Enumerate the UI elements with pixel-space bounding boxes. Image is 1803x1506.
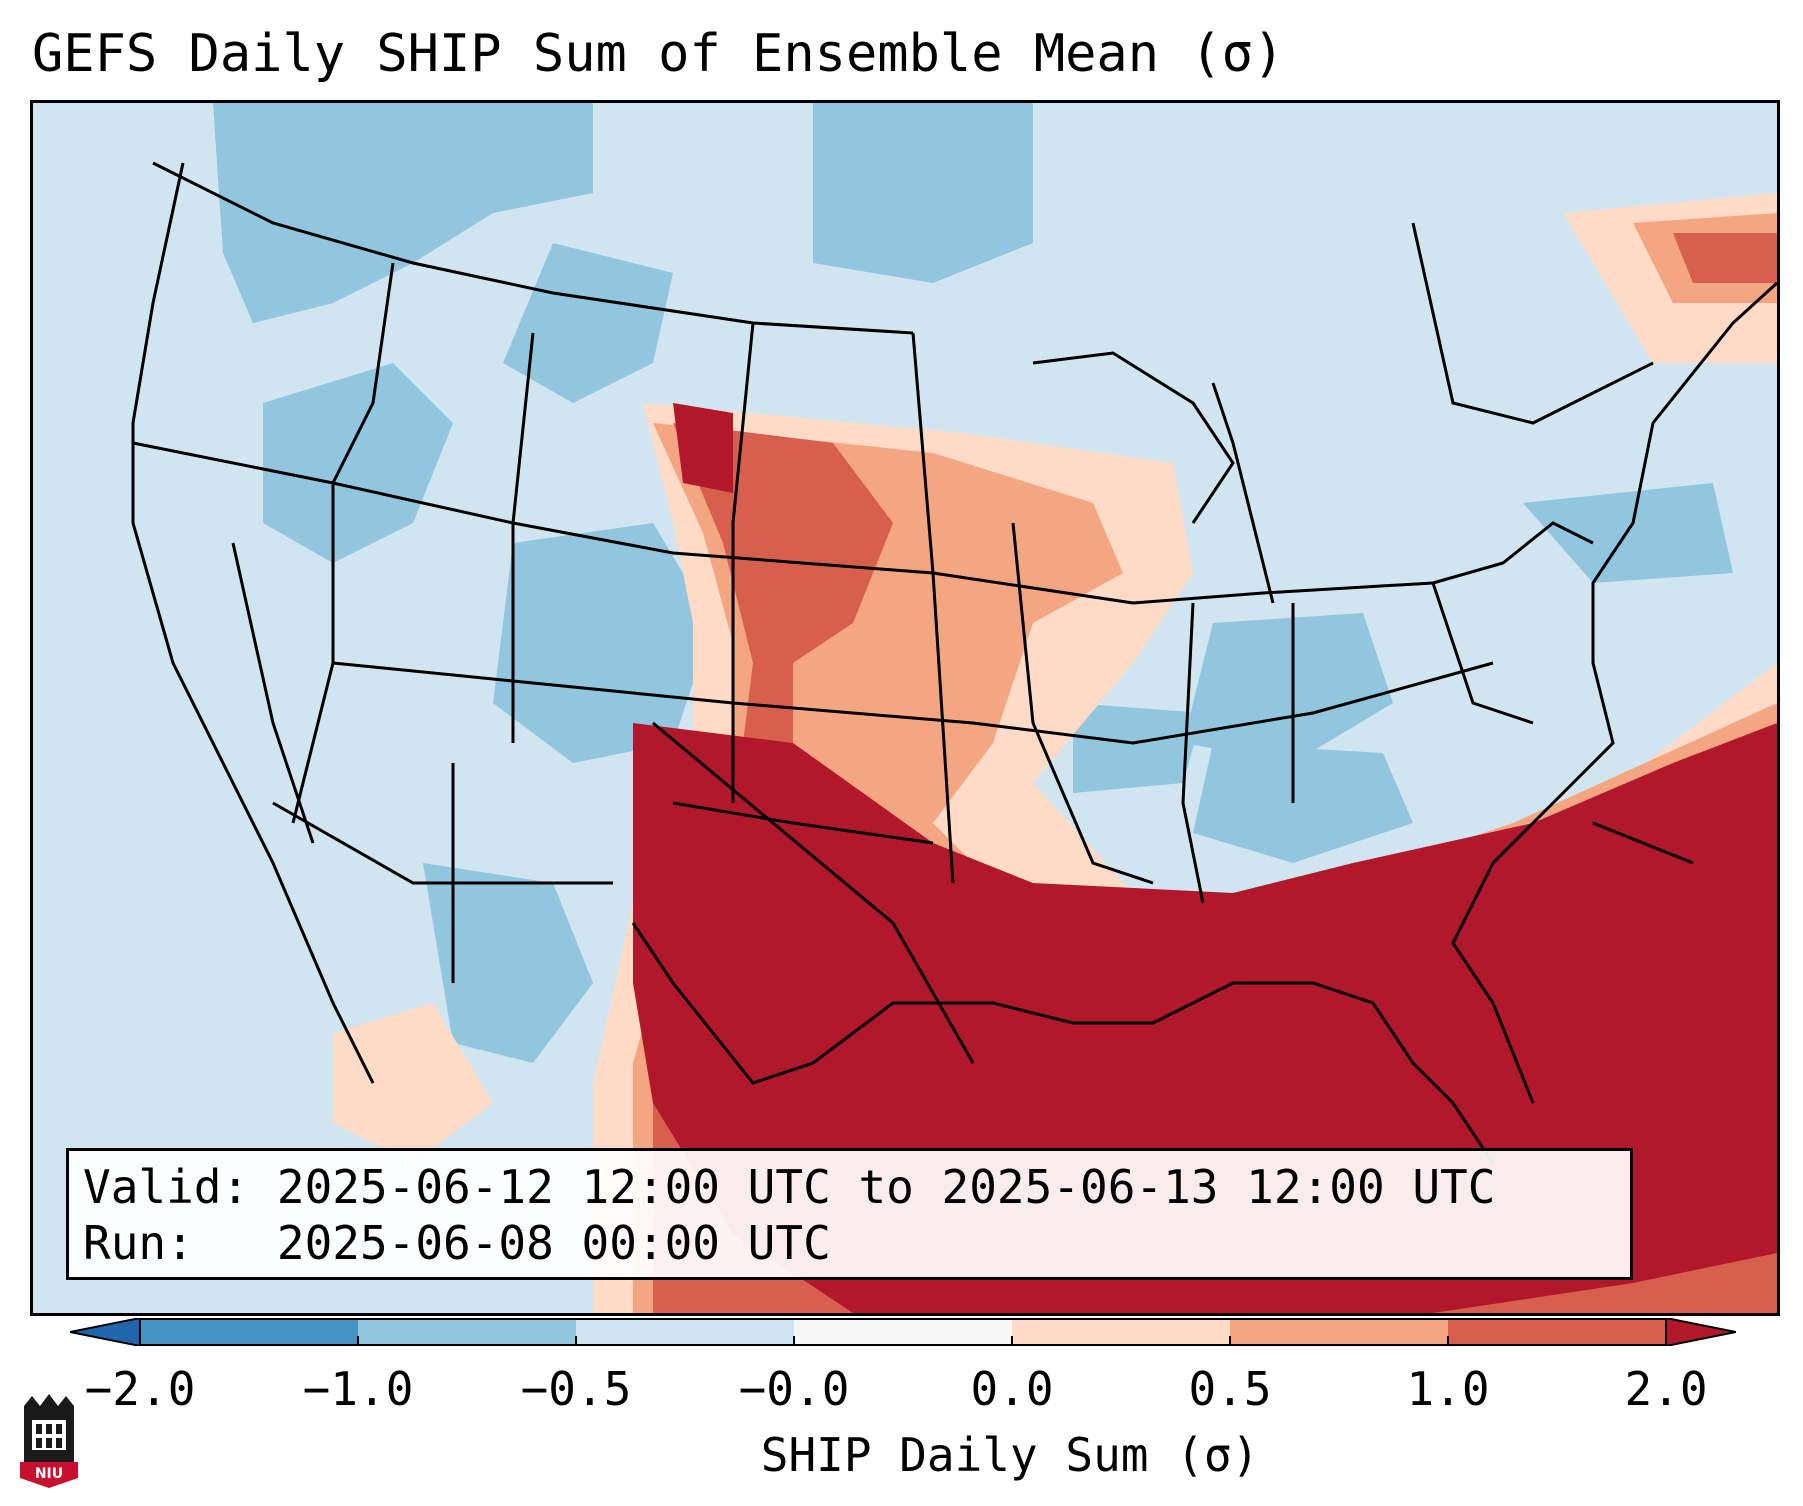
logo-icon: NIU [20, 1394, 78, 1488]
colorbar [69, 1316, 1737, 1348]
colorbar-frame [139, 1318, 1667, 1346]
run-value: 2025-06-08 00:00 UTC [276, 1216, 831, 1270]
state-boundaries [132, 161, 1694, 1064]
valid-value: 2025-06-12 12:00 UTC to 2025-06-13 12:00… [276, 1160, 1496, 1214]
colorbar-label: SHIP Daily Sum (σ) [760, 1428, 1260, 1482]
niu-logo: NIU [20, 1392, 78, 1488]
colorbar-tick-label: −0.0 [738, 1362, 850, 1416]
colorbar-tick-label: 0.0 [970, 1362, 1054, 1416]
colorbar-tick-label: 0.5 [1188, 1362, 1272, 1416]
map-canvas [33, 103, 1777, 1313]
colorbar-tick-label: 2.0 [1624, 1362, 1708, 1416]
colorbar-segment [1448, 1318, 1667, 1346]
map-panel [30, 100, 1780, 1316]
logo-text: NIU [35, 1466, 63, 1482]
colorbar-tick-label: 1.0 [1406, 1362, 1490, 1416]
colorbar-tick-label: −0.5 [520, 1362, 632, 1416]
colorbar-extend-high [1665, 1316, 1737, 1348]
colorbar-extend-low [69, 1316, 141, 1348]
map-title: GEFS Daily SHIP Sum of Ensemble Mean (σ) [32, 24, 1285, 84]
coastline [131, 162, 1777, 1164]
colorbar-segment [1230, 1318, 1449, 1346]
colorbar-svg [69, 1316, 1737, 1348]
colorbar-segment [1012, 1318, 1231, 1346]
colorbar-segment [576, 1318, 795, 1346]
colorbar-tick-label: −2.0 [84, 1362, 196, 1416]
colorbar-tick-label: −1.0 [302, 1362, 414, 1416]
valid-run-info-box: Valid: 2025-06-12 12:00 UTC to 2025-06-1… [66, 1148, 1633, 1280]
colorbar-segment [794, 1318, 1013, 1346]
colorbar-segment [358, 1318, 577, 1346]
run-label: Run: [83, 1216, 194, 1270]
colorbar-segment [140, 1318, 359, 1346]
valid-label: Valid: [83, 1160, 250, 1214]
